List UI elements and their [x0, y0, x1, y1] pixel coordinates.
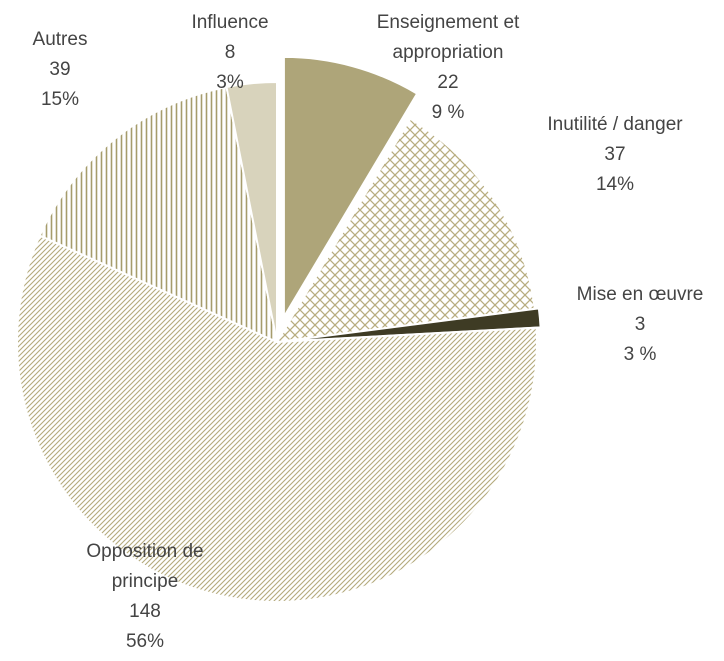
value-label: 148: [129, 601, 161, 622]
data-label: Mise en œuvre 3 3 %: [540, 280, 724, 370]
category-label: Influence: [191, 12, 269, 33]
data-label: Inutilité / danger 37 14%: [505, 110, 724, 200]
percent-label: 14%: [595, 174, 635, 195]
value-label: 22: [437, 72, 459, 93]
pie-slice: [282, 55, 419, 321]
data-label: Enseignement et appropriation 22 9 %: [358, 8, 538, 128]
percent-label: 3%: [216, 72, 244, 93]
category-label: Enseignement et appropriation: [376, 12, 520, 63]
data-label: Influence 8 3%: [170, 8, 290, 98]
pie-slice: [38, 85, 279, 344]
data-label: Opposition de principe 148 56%: [55, 537, 235, 657]
category-label: Autres: [32, 29, 88, 50]
pie-slice: [16, 234, 538, 603]
data-label: Autres 39 15%: [10, 25, 110, 115]
percent-label: 9 %: [431, 102, 465, 123]
value-label: 3: [634, 314, 646, 335]
category-label: Mise en œuvre: [576, 284, 704, 305]
percent-label: 56%: [125, 631, 165, 652]
percent-label: 3 %: [623, 344, 657, 365]
pie-slice: [275, 117, 536, 344]
pie-slice: [225, 80, 278, 343]
percent-label: 15%: [40, 89, 80, 110]
category-label: Inutilité / danger: [547, 114, 683, 135]
value-label: 8: [224, 42, 236, 63]
pie-slice: [280, 307, 542, 343]
value-label: 37: [604, 144, 626, 165]
value-label: 39: [49, 59, 71, 80]
category-label: Opposition de principe: [86, 541, 204, 592]
